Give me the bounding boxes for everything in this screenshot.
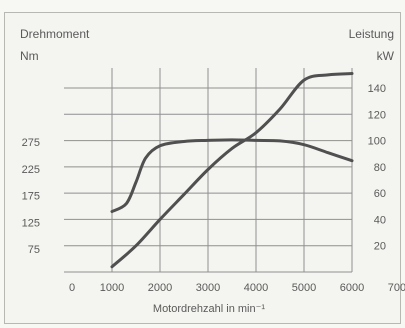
x-tick-label: 5000 xyxy=(292,282,316,294)
torque-series-line xyxy=(110,138,354,214)
x-tick-label: 2000 xyxy=(148,282,172,294)
right-axis-title: Leistung xyxy=(349,27,394,41)
left-tick-label: 175 xyxy=(22,191,40,203)
x-tick-label: 0 xyxy=(69,282,75,294)
x-tick-label: 4000 xyxy=(244,282,268,294)
right-tick-labels: 140 120 100 80 60 40 20 xyxy=(368,83,386,253)
right-tick-label: 120 xyxy=(368,109,386,121)
left-tick-label: 275 xyxy=(22,137,40,149)
right-tick-label: 80 xyxy=(374,162,386,174)
left-axis-unit: Nm xyxy=(20,49,39,63)
right-tick-label: 20 xyxy=(374,241,386,253)
left-tick-label: 75 xyxy=(28,244,40,256)
right-tick-label: 140 xyxy=(368,83,386,95)
left-tick-labels: 275 225 175 125 75 xyxy=(22,137,40,256)
right-tick-label: 100 xyxy=(368,136,386,148)
x-tick-labels: 0 1000 2000 3000 4000 5000 6000 7000 xyxy=(69,282,405,294)
right-tick-label: 40 xyxy=(374,214,386,226)
series-lines xyxy=(110,72,354,269)
x-axis-label: Motordrehzahl in min⁻¹ xyxy=(153,303,266,315)
power-series-line xyxy=(110,72,354,269)
left-tick-label: 125 xyxy=(22,217,40,229)
right-tick-label: 60 xyxy=(374,188,386,200)
x-tick-label: 7000 xyxy=(388,282,405,294)
grid-lines xyxy=(64,68,353,273)
x-tick-label: 1000 xyxy=(100,282,124,294)
x-tick-label: 3000 xyxy=(196,282,220,294)
x-tick-label: 6000 xyxy=(340,282,364,294)
left-tick-label: 225 xyxy=(22,164,40,176)
right-axis-unit: kW xyxy=(377,49,395,63)
left-axis-title: Drehmoment xyxy=(20,27,90,41)
